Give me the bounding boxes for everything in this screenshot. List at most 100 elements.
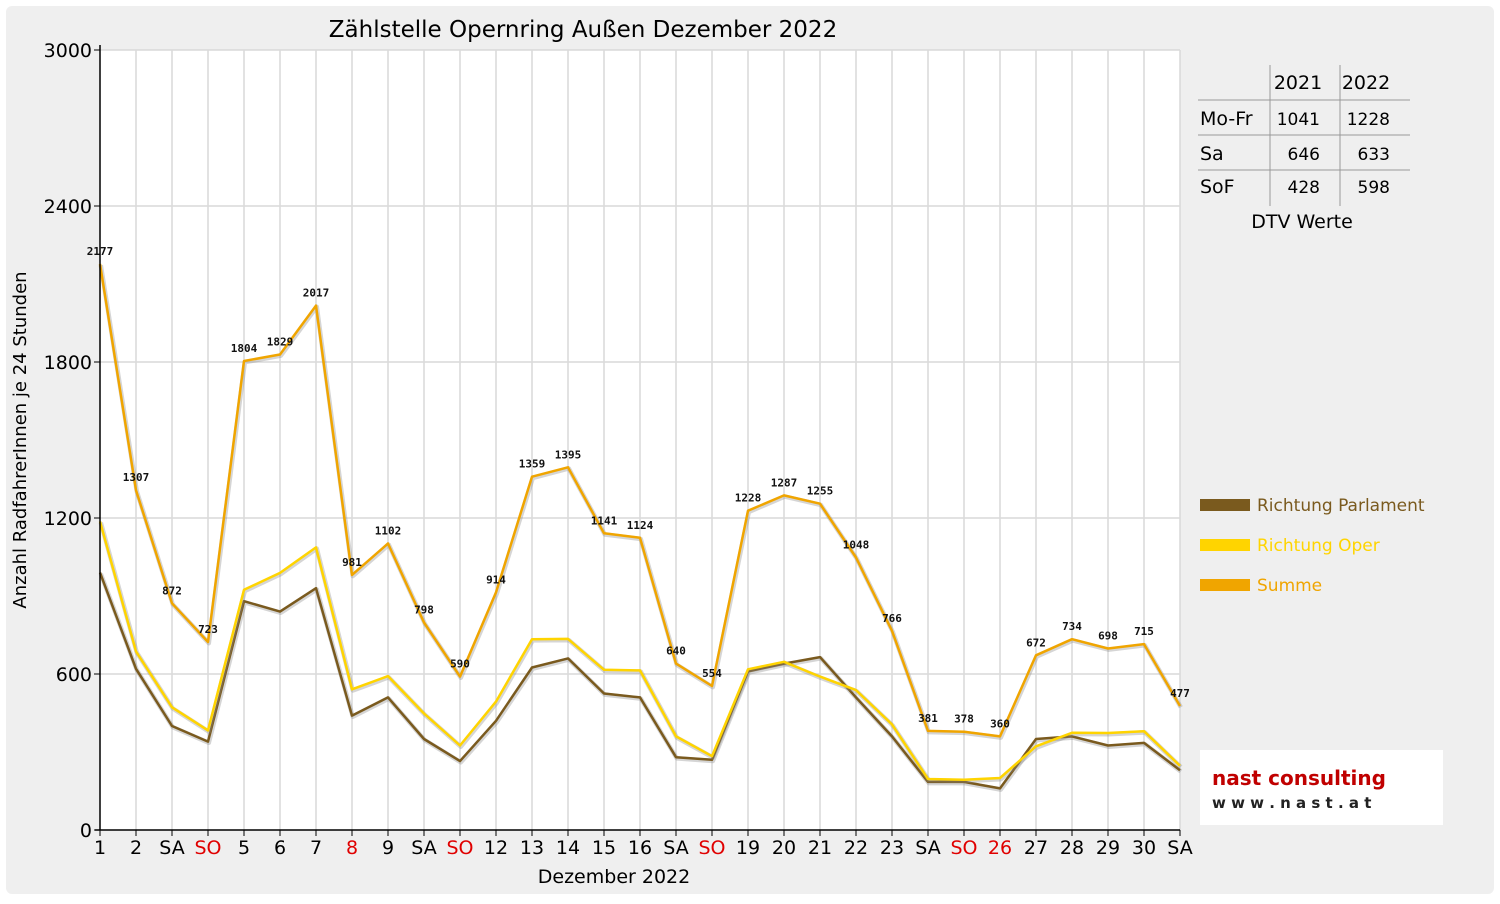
table-caption: DTV Werte (1251, 211, 1353, 233)
data-label: 1048 (843, 539, 870, 552)
legend-label: Richtung Oper (1257, 536, 1380, 556)
x-tick-label: 13 (520, 837, 544, 859)
x-tick-label: 12 (484, 837, 508, 859)
data-label: 360 (990, 717, 1010, 730)
x-tick-label: 16 (628, 837, 652, 859)
data-label: 1228 (735, 492, 762, 505)
data-label: 715 (1134, 625, 1154, 638)
y-axis-title: Anzahl RadfahrerInnen je 24 Stunden (10, 271, 31, 608)
data-label: 1102 (375, 524, 402, 537)
table-col-2021: 2021 (1274, 72, 1322, 94)
table-row-label: Mo-Fr (1200, 108, 1253, 130)
data-label: 698 (1098, 630, 1118, 643)
x-tick-label: 23 (880, 837, 904, 859)
y-tick-label: 2400 (44, 196, 92, 218)
data-label: 1829 (267, 335, 294, 348)
series-line (98, 263, 1182, 738)
data-label: 381 (918, 712, 938, 725)
legend-swatch (1200, 539, 1250, 551)
x-tick-label: 28 (1060, 837, 1084, 859)
x-tick-label: SA (915, 837, 940, 859)
data-label: 1287 (771, 476, 798, 489)
dtv-table: 2021 2022 Mo-Fr 1041 1228 Sa 646 633 SoF… (1198, 65, 1410, 233)
x-tick-label: 22 (844, 837, 868, 859)
x-tick-label: 8 (346, 837, 358, 859)
legend-swatch (1200, 499, 1250, 511)
x-tick-label: 19 (736, 837, 760, 859)
data-label: 378 (954, 713, 974, 726)
data-label: 1395 (555, 448, 582, 461)
x-tick-label: 26 (988, 837, 1012, 859)
x-tick-label: 30 (1132, 837, 1156, 859)
data-label: 554 (702, 667, 722, 680)
x-axis-ticks: 1 2 SA SO 5 6 7 8 9 SA SO 12 13 14 15 16 SA SO 19 20 21 22 23 S… (94, 830, 1193, 859)
table-col-2022: 2022 (1342, 72, 1390, 94)
series-line (98, 521, 1181, 782)
logo-url: w w w . n a s t . a t (1212, 794, 1371, 812)
data-label: 590 (450, 658, 470, 671)
logo-name: nast consulting (1212, 766, 1386, 790)
data-label: 723 (198, 623, 218, 636)
data-label: 1359 (519, 458, 546, 471)
x-tick-label: 20 (772, 837, 796, 859)
data-label: 640 (666, 645, 686, 658)
table-row-label: SoF (1200, 176, 1235, 198)
x-tick-label: SO (446, 837, 473, 859)
data-label: 477 (1170, 687, 1190, 700)
y-tick-label: 0 (80, 820, 92, 842)
table-cell: 1228 (1347, 110, 1390, 130)
logo-box: nast consulting w w w . n a s t . a t (1200, 750, 1443, 825)
data-label: 914 (486, 573, 506, 586)
x-tick-label: 5 (238, 837, 250, 859)
y-tick-label: 1800 (44, 352, 92, 374)
data-label: 798 (414, 604, 434, 617)
x-tick-label: 1 (94, 837, 106, 859)
x-tick-label: 7 (310, 837, 322, 859)
grid (100, 49, 1181, 830)
x-tick-label: 6 (274, 837, 286, 859)
x-tick-label: 29 (1096, 837, 1120, 859)
table-row-label: Sa (1200, 143, 1224, 165)
y-tick-label: 600 (56, 664, 92, 686)
table-cell: 598 (1358, 178, 1390, 198)
data-label: 1307 (123, 471, 150, 484)
y-tick-label: 3000 (44, 40, 92, 62)
data-label: 766 (882, 612, 902, 625)
x-tick-label: 14 (556, 837, 580, 859)
x-tick-label: 15 (592, 837, 616, 859)
series-layer (98, 263, 1183, 792)
legend-label: Richtung Parlament (1257, 496, 1425, 516)
x-tick-label: 9 (382, 837, 394, 859)
data-label: 872 (162, 584, 182, 597)
chart-title: Zählstelle Opernring Außen Dezember 2022 (329, 17, 837, 43)
data-label: 2017 (303, 287, 330, 300)
data-label: 734 (1062, 620, 1082, 633)
data-label: 1804 (231, 342, 258, 355)
x-tick-label: SA (663, 837, 688, 859)
x-axis-title: Dezember 2022 (538, 866, 690, 888)
y-tick-label: 1200 (44, 508, 92, 530)
data-label: 981 (342, 556, 362, 569)
legend-label: Summe (1257, 576, 1322, 596)
data-label: 672 (1026, 636, 1046, 649)
data-label: 1124 (627, 519, 654, 532)
x-tick-label: 2 (130, 837, 142, 859)
x-tick-label: SO (194, 837, 221, 859)
x-tick-label: SA (159, 837, 184, 859)
x-tick-label: 27 (1024, 837, 1048, 859)
x-tick-label: SO (950, 837, 977, 859)
x-tick-label: SA (411, 837, 436, 859)
x-tick-label: 21 (808, 837, 832, 859)
x-tick-label: SA (1167, 837, 1192, 859)
table-cell: 1041 (1277, 110, 1320, 130)
table-cell: 633 (1358, 145, 1390, 165)
table-cell: 428 (1288, 178, 1320, 198)
data-label: 1141 (591, 514, 618, 527)
y-axis-ticks: 0 600 1200 1800 2400 3000 (44, 40, 100, 842)
legend: Richtung Parlament Richtung Oper Summe (1200, 496, 1425, 596)
x-tick-label: SO (698, 837, 725, 859)
legend-swatch (1200, 579, 1250, 591)
